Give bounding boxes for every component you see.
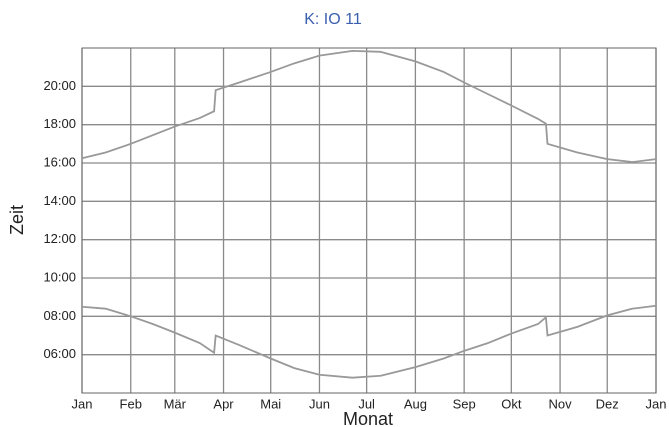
x-tick-label: Aug xyxy=(404,396,427,411)
y-tick-label: 12:00 xyxy=(43,231,76,246)
x-tick-label: Jan xyxy=(72,396,93,411)
y-tick-label: 10:00 xyxy=(43,269,76,284)
line-series xyxy=(81,304,657,379)
x-tick-label: Nov xyxy=(549,396,573,411)
x-tick-label: Sep xyxy=(453,396,476,411)
y-tick-label: 08:00 xyxy=(43,308,76,323)
x-axis-label: Monat xyxy=(343,409,393,427)
x-tick-label: Jun xyxy=(309,396,330,411)
y-tick-label: 06:00 xyxy=(43,346,76,361)
x-tick-label: Feb xyxy=(120,396,142,411)
x-tick-label: Mai xyxy=(260,396,281,411)
chart-title: K: IO 11 xyxy=(304,11,362,28)
y-tick-label: 14:00 xyxy=(43,193,76,208)
x-tick-label: Okt xyxy=(501,396,522,411)
plot-frame xyxy=(81,47,657,394)
x-tick-label: Jul xyxy=(358,396,375,411)
y-tick-label: 20:00 xyxy=(43,78,76,93)
y-tick-label: 16:00 xyxy=(43,154,76,169)
x-tick-label: Apr xyxy=(213,396,234,411)
x-tick-label: Mär xyxy=(164,396,187,411)
line-series xyxy=(81,49,657,163)
x-tick-label: Dez xyxy=(596,396,619,411)
y-axis-label: Zeit xyxy=(7,205,27,235)
x-tick-label: Jan xyxy=(646,396,667,411)
y-tick-label: 18:00 xyxy=(43,116,76,131)
